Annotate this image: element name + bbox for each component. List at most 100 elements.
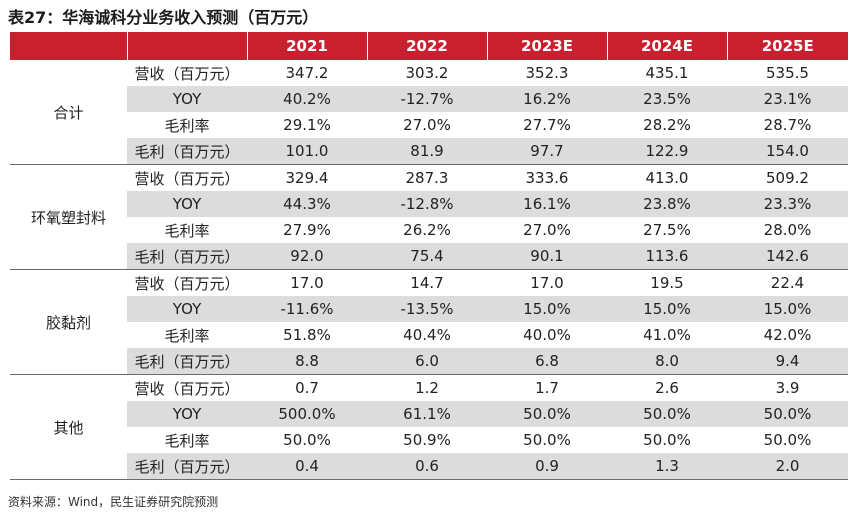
value-cell: 2.0 [727,453,848,480]
value-cell: 41.0% [643,326,691,344]
value-cell: 352.3 [525,64,569,82]
value-cell: 1.7 [535,379,559,397]
value-cell: 0.7 [295,379,319,397]
value-cell: 17.0 [530,274,564,292]
table-row: 毛利（百万元） 8.8 6.0 6.8 8.0 9.4 [10,348,848,375]
value-cell: 0.4 [247,453,367,480]
metric-label: 营收（百万元） [134,379,240,398]
value-cell: 40.2% [247,86,367,112]
value-cell: 81.9 [367,138,487,165]
table-row: YOY 500.0% 61.1% 50.0% 50.0% 50.0% [10,401,848,427]
table-row: 其他 营收（百万元） 0.7 1.2 1.7 2.6 3.9 [10,374,848,480]
header-segment [10,32,127,60]
table-row: 胶黏剂 营收（百万元） 17.0 14.7 17.0 19.5 22.4 [10,269,848,375]
value-cell: 16.2% [487,86,607,112]
value-cell: 303.2 [405,64,449,82]
table-row: 毛利（百万元） 0.4 0.6 0.9 1.3 2.0 [10,453,848,480]
value-cell: 27.7% [523,116,571,134]
value-cell: 23.5% [607,86,727,112]
metric-label: YOY [127,191,247,217]
table-title: 表27：华海诚科分业务收入预测（百万元） [8,8,319,27]
value-cell: 14.7 [410,274,444,292]
value-cell: 435.1 [645,64,689,82]
table-row: YOY -11.6% -13.5% 15.0% 15.0% 15.0% [10,296,848,322]
table-row: 毛利率 29.1% 27.0% 27.7% 28.2% 28.7% [10,112,848,138]
value-cell: -11.6% [247,296,367,322]
value-cell: 154.0 [727,138,848,165]
value-cell: 23.1% [727,86,848,112]
segment-name: 环氧塑封料 [10,164,127,270]
value-cell: 27.0% [403,116,451,134]
metric-label: 营收（百万元） [134,169,240,188]
value-cell: 101.0 [247,138,367,165]
value-cell: 0.6 [367,453,487,480]
value-cell: 23.8% [607,191,727,217]
source-note: 资料来源：Wind，民生证券研究院预测 [8,495,219,509]
metric-label: 营收（百万元） [134,64,240,83]
value-cell: 75.4 [367,243,487,270]
value-cell: 1.2 [415,379,439,397]
value-cell: 50.0% [523,431,571,449]
value-cell: 28.2% [643,116,691,134]
value-cell: 15.0% [607,296,727,322]
header-year-2025e: 2025E [726,32,848,60]
table-row: 合计 营收（百万元） 347.2 303.2 352.3 435.1 535.5 [10,60,848,165]
table-row: YOY 44.3% -12.8% 16.1% 23.8% 23.3% [10,191,848,217]
value-cell: 50.0% [727,401,848,427]
value-cell: 122.9 [607,138,727,165]
metric-label: 毛利率 [164,116,210,135]
table-row: 毛利率 50.0% 50.9% 50.0% 50.0% 50.0% [10,427,848,453]
value-cell: 50.0% [487,401,607,427]
table-row: 毛利（百万元） 92.0 75.4 90.1 113.6 142.6 [10,243,848,270]
table-row: 环氧塑封料 营收（百万元） 329.4 287.3 333.6 413.0 509.2 [10,164,848,270]
value-cell: 16.1% [487,191,607,217]
table-row: 毛利率 51.8% 40.4% 40.0% 41.0% 42.0% [10,322,848,348]
value-cell: 50.9% [403,431,451,449]
value-cell: 40.0% [523,326,571,344]
value-cell: 17.0 [290,274,324,292]
value-cell: 27.9% [283,221,331,239]
value-cell: 509.2 [766,169,809,187]
value-cell: 90.1 [487,243,607,270]
value-cell: 61.1% [367,401,487,427]
value-cell: 535.5 [766,64,809,82]
value-cell: 15.0% [487,296,607,322]
value-cell: 413.0 [645,169,689,187]
table-row: 毛利率 27.9% 26.2% 27.0% 27.5% 28.0% [10,217,848,243]
header-year-2023e: 2023E [486,32,607,60]
metric-label: 毛利率 [164,326,210,345]
header-year-2022: 2022 [366,32,487,60]
value-cell: 42.0% [763,326,812,344]
table-row: 毛利（百万元） 101.0 81.9 97.7 122.9 154.0 [10,138,848,165]
value-cell: 23.3% [727,191,848,217]
metric-label: 毛利率 [164,431,210,450]
metric-label: 营收（百万元） [134,274,240,293]
value-cell: 29.1% [283,116,331,134]
value-cell: 97.7 [487,138,607,165]
value-cell: 22.4 [770,274,805,292]
value-cell: 27.5% [643,221,691,239]
value-cell: 287.3 [405,169,449,187]
value-cell: 500.0% [247,401,367,427]
value-cell: 26.2% [403,221,451,239]
value-cell: 15.0% [727,296,848,322]
value-cell: 40.4% [403,326,451,344]
value-cell: 1.3 [607,453,727,480]
header-year-2021: 2021 [246,32,367,60]
metric-label: 毛利（百万元） [127,348,247,375]
value-cell: 28.0% [763,221,812,239]
value-cell: 8.0 [607,348,727,375]
value-cell: 51.8% [283,326,331,344]
header-row: 2021 2022 2023E 2024E 2025E [10,32,848,60]
value-cell: -12.7% [367,86,487,112]
value-cell: 50.0% [643,431,691,449]
value-cell: 50.0% [607,401,727,427]
value-cell: 0.9 [487,453,607,480]
value-cell: 142.6 [727,243,848,270]
value-cell: 333.6 [525,169,569,187]
value-cell: 6.0 [367,348,487,375]
metric-label: YOY [127,86,247,112]
table-row: YOY 40.2% -12.7% 16.2% 23.5% 23.1% [10,86,848,112]
value-cell: 347.2 [285,64,329,82]
value-cell: 113.6 [607,243,727,270]
